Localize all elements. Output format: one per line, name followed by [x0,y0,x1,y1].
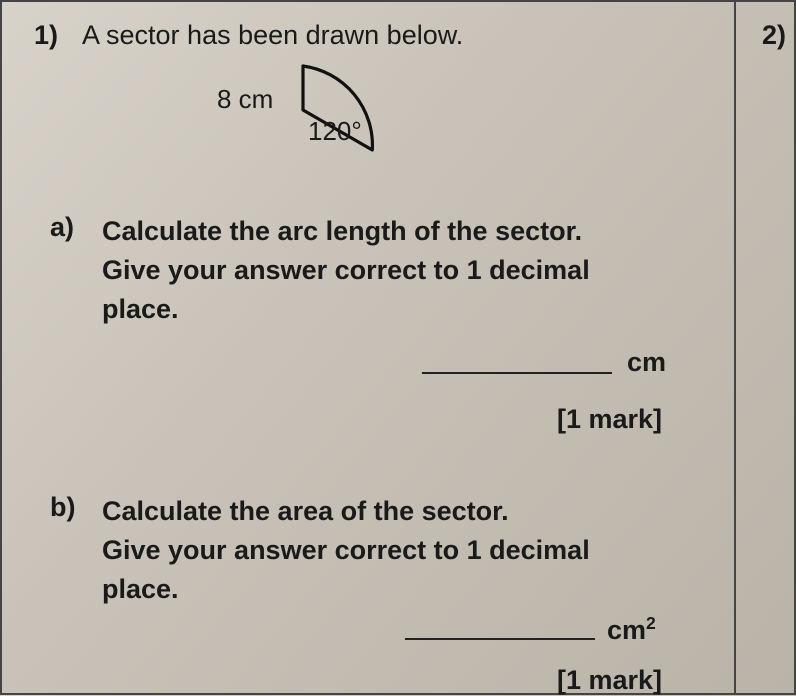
part-b-line3: place. [102,574,179,604]
part-b-label: b) [50,492,75,523]
question-1-intro: A sector has been drawn below. [82,20,463,51]
angle-label: 120° [308,116,362,147]
part-a-line3: place. [102,294,179,324]
answer-blank-b [405,638,595,640]
part-b-line2: Give your answer correct to 1 decimal [102,535,590,565]
part-a-text: Calculate the arc length of the sector. … [102,212,590,329]
part-a-line1: Calculate the arc length of the sector. [102,216,582,246]
answer-unit-b: cm2 [607,613,656,646]
worksheet-page: 1) A sector has been drawn below. 2) 8 c… [0,0,796,695]
part-a-line2: Give your answer correct to 1 decimal [102,255,590,285]
unit-b-exp: 2 [646,613,656,633]
part-b-line1: Calculate the area of the sector. [102,496,509,526]
question-2-number: 2) [762,20,786,51]
part-a-label: a) [50,212,74,243]
column-divider [734,2,736,693]
part-b-text: Calculate the area of the sector. Give y… [102,492,590,609]
marks-a: [1 mark] [557,404,662,435]
answer-blank-a [422,372,612,374]
marks-b: [1 mark] [557,665,662,696]
sector-diagram: 8 cm 120° [187,62,487,182]
unit-b-base: cm [607,615,646,645]
question-1-number: 1) [34,20,58,51]
answer-unit-a: cm [627,347,666,378]
radius-label: 8 cm [217,84,273,115]
